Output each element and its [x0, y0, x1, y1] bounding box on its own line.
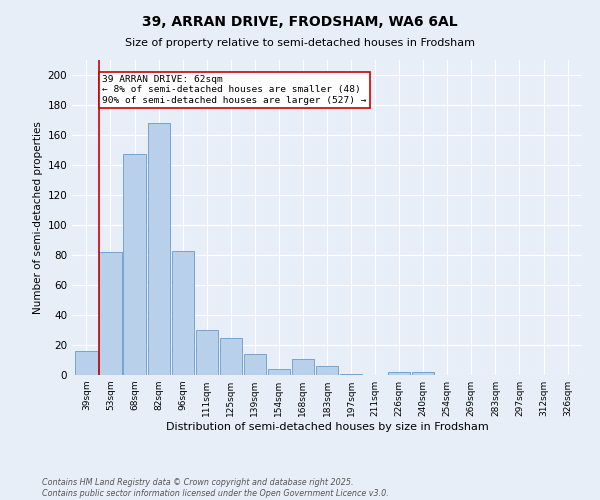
Text: Size of property relative to semi-detached houses in Frodsham: Size of property relative to semi-detach… [125, 38, 475, 48]
Bar [244, 354, 266, 375]
Bar [316, 366, 338, 375]
Bar [124, 154, 146, 375]
Bar [268, 369, 290, 375]
Text: 39 ARRAN DRIVE: 62sqm
← 8% of semi-detached houses are smaller (48)
90% of semi-: 39 ARRAN DRIVE: 62sqm ← 8% of semi-detac… [103, 75, 367, 105]
Bar [412, 372, 434, 375]
Bar [196, 330, 218, 375]
Bar [220, 338, 242, 375]
Bar [172, 250, 194, 375]
Text: Contains HM Land Registry data © Crown copyright and database right 2025.
Contai: Contains HM Land Registry data © Crown c… [42, 478, 389, 498]
Text: 39, ARRAN DRIVE, FRODSHAM, WA6 6AL: 39, ARRAN DRIVE, FRODSHAM, WA6 6AL [142, 15, 458, 29]
Bar [340, 374, 362, 375]
Bar [148, 123, 170, 375]
Bar [388, 372, 410, 375]
Bar [76, 351, 98, 375]
Bar [100, 252, 122, 375]
Bar [292, 358, 314, 375]
Y-axis label: Number of semi-detached properties: Number of semi-detached properties [33, 121, 43, 314]
X-axis label: Distribution of semi-detached houses by size in Frodsham: Distribution of semi-detached houses by … [166, 422, 488, 432]
